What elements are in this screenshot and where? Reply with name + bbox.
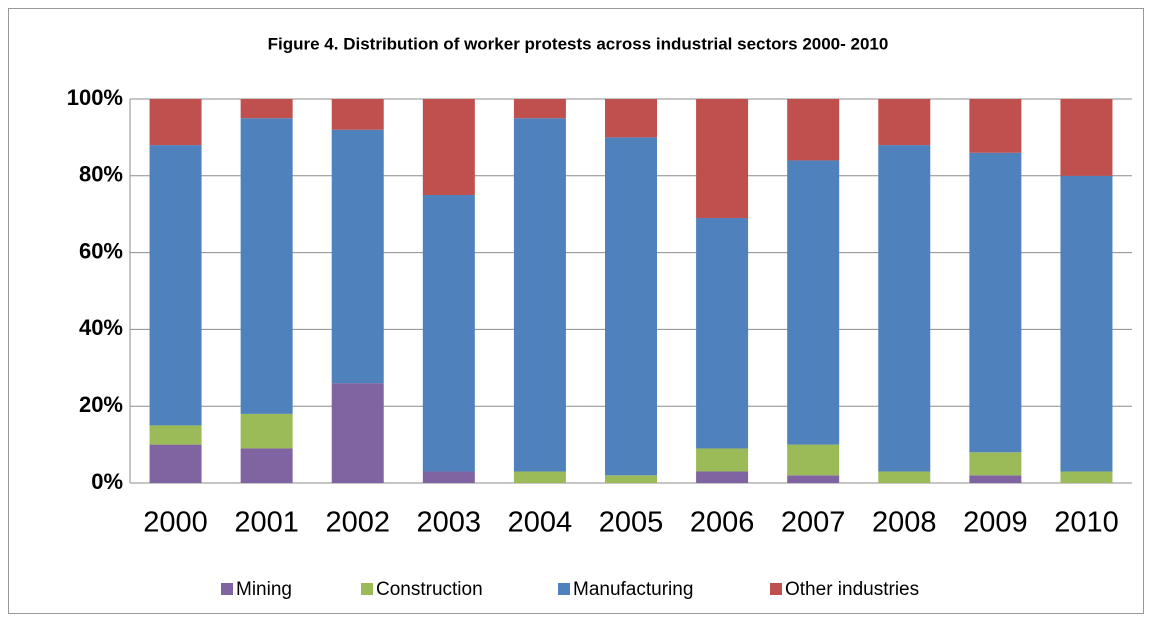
bar-segment bbox=[331, 383, 384, 483]
bar-segment bbox=[240, 118, 293, 414]
x-tick-label: 2007 bbox=[781, 507, 846, 539]
x-tick-label: 2003 bbox=[417, 507, 482, 539]
bar-segment bbox=[513, 99, 566, 119]
y-tick-label: 0% bbox=[91, 469, 123, 494]
bar-segment bbox=[878, 99, 931, 146]
y-tick-label: 20% bbox=[79, 392, 123, 417]
legend-label: Manufacturing bbox=[573, 579, 693, 600]
x-tick-label: 2001 bbox=[234, 507, 299, 539]
y-tick-label: 60% bbox=[79, 238, 123, 263]
bar-segment bbox=[969, 99, 1022, 153]
x-tick-label: 2002 bbox=[325, 507, 390, 539]
bar-segment bbox=[696, 448, 749, 472]
chart-title: Figure 4. Distribution of worker protest… bbox=[268, 34, 889, 53]
bar-segment bbox=[240, 448, 293, 483]
bar-segment bbox=[422, 471, 475, 483]
bar-segment bbox=[969, 475, 1022, 483]
legend-swatch bbox=[361, 583, 373, 595]
legend-label: Construction bbox=[376, 579, 483, 600]
bar-segment bbox=[422, 99, 475, 195]
x-tick-label: 2006 bbox=[690, 507, 755, 539]
bar-segment bbox=[787, 99, 840, 161]
bar-segment bbox=[240, 413, 293, 449]
bar-segment bbox=[787, 475, 840, 483]
bar-segment bbox=[513, 118, 566, 472]
bar-segment bbox=[605, 475, 657, 483]
bar-segment bbox=[1060, 99, 1113, 176]
bar-segment bbox=[969, 152, 1022, 453]
bar-segment bbox=[149, 99, 202, 146]
bar-segment bbox=[605, 137, 657, 476]
legend-label: Mining bbox=[236, 579, 292, 600]
x-tick-label: 2000 bbox=[143, 507, 208, 539]
legend-label: Other industries bbox=[785, 579, 919, 600]
bar-segment bbox=[149, 444, 202, 483]
bar-segment bbox=[1060, 471, 1113, 483]
x-tick-label: 2009 bbox=[963, 507, 1028, 539]
bar-segment bbox=[240, 99, 293, 119]
bar-segment bbox=[696, 218, 749, 449]
bar-segment bbox=[513, 471, 566, 483]
bar-segment bbox=[149, 425, 202, 445]
bar-segment bbox=[969, 452, 1022, 476]
legend-swatch bbox=[221, 583, 233, 595]
bar-segment bbox=[696, 99, 749, 219]
bar-segment bbox=[878, 471, 931, 483]
legend-swatch bbox=[558, 583, 570, 595]
bar-segment bbox=[878, 145, 931, 472]
bar-segment bbox=[331, 99, 384, 130]
x-tick-label: 2008 bbox=[872, 507, 937, 539]
x-tick-label: 2010 bbox=[1054, 507, 1119, 539]
y-tick-label: 100% bbox=[67, 85, 123, 110]
y-tick-label: 40% bbox=[79, 315, 123, 340]
x-tick-label: 2005 bbox=[599, 507, 664, 539]
x-tick-label: 2004 bbox=[508, 507, 573, 539]
bar-segment bbox=[331, 129, 384, 384]
legend-swatch bbox=[770, 583, 782, 595]
bar-segment bbox=[605, 99, 657, 138]
bar-segment bbox=[787, 160, 840, 445]
bar-segment bbox=[422, 195, 475, 472]
bar-segment bbox=[696, 471, 749, 483]
bar-segment bbox=[787, 444, 840, 476]
y-tick-label: 80% bbox=[79, 162, 123, 187]
bar-segment bbox=[149, 145, 202, 426]
bar-segment bbox=[1060, 175, 1113, 472]
